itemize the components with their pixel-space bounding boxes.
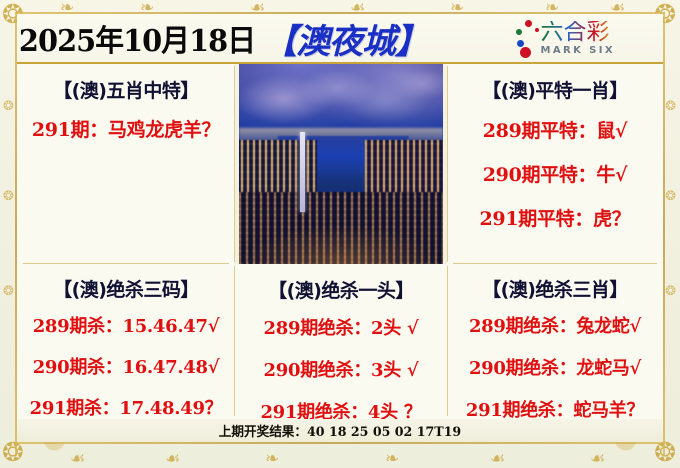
yitou-line-289: 289期绝杀：2头 √ <box>263 318 419 339</box>
panel-juesha-sanma: 【(澳)绝杀三码】 289期杀：15.46.47√ 290期杀：16.47.48… <box>17 264 235 419</box>
divider-left-horizontal <box>23 263 229 264</box>
wuxiao-line-291: 291期：马鸡龙虎羊？ <box>31 119 221 141</box>
panel-wuxiao-zhongte: 【(澳)五肖中特】 291期：马鸡龙虎羊？ <box>17 64 235 264</box>
logo-balls-icon <box>515 20 539 58</box>
mark-six-logo: 六合彩 MARK SIX <box>515 19 615 58</box>
panel-title-wuxiao: 【(澳)五肖中特】 <box>53 80 199 102</box>
divider-right-horizontal <box>453 263 657 264</box>
panel-title-sanma: 【(澳)绝杀三码】 <box>53 279 199 301</box>
frame-rule-top <box>15 12 665 14</box>
sanma-line-290: 290期杀：16.47.48√ <box>32 357 220 378</box>
panel-title-yitou: 【(澳)绝杀一头】 <box>268 280 414 302</box>
yitou-line-291: 291期绝杀：4头 ？ <box>260 402 422 423</box>
frame-rule-left <box>15 12 17 456</box>
issue-date: 2025年10月18日 <box>18 24 256 59</box>
logo-chinese-name: 六合彩 <box>540 19 610 45</box>
divider-vertical-left <box>234 266 235 416</box>
logo-english-name: MARK SIX <box>540 45 615 56</box>
logo-text: 六合彩 MARK SIX <box>540 19 615 57</box>
panel-pingte-yixiao: 【(澳)平特一肖】 289期平特：鼠√ 290期平特：牛√ 291期平特：虎？ <box>447 64 663 264</box>
sanxiao-line-290: 290期绝杀：龙蛇马√ <box>468 358 642 379</box>
pingte-line-290: 290期平特：牛√ <box>482 164 628 186</box>
panel-title-sanxiao: 【(澳)绝杀三肖】 <box>482 279 628 301</box>
sanxiao-line-289: 289期绝杀：兔龙蛇√ <box>468 316 642 337</box>
pingte-line-289: 289期平特：鼠√ <box>482 120 628 142</box>
panel-title-pingte: 【(澳)平特一肖】 <box>482 80 628 102</box>
poster-header: 2025年10月18日 【澳夜城】 六合彩 MARK SIX <box>17 14 663 64</box>
sanma-line-289: 289期杀：15.46.47√ <box>32 316 220 337</box>
divider-vertical-right-top <box>447 66 448 262</box>
frame-rule-bottom <box>15 442 665 444</box>
photo-city-foreground <box>239 192 443 264</box>
panels-grid: 【(澳)五肖中特】 291期：马鸡龙虎羊？ 【(澳)平特一肖】 289期平特：鼠… <box>17 64 663 423</box>
panel-juesha-sanxiao: 【(澳)绝杀三肖】 289期绝杀：兔龙蛇√ 290期绝杀：龙蛇马√ 291期绝杀… <box>447 264 663 421</box>
divider-vertical-right <box>447 266 448 416</box>
divider-vertical-left-top <box>234 66 235 262</box>
skyline-photo <box>239 64 443 264</box>
photo-tower <box>300 132 306 212</box>
last-draw-result: 上期开奖结果：40 18 25 05 02 17T19 <box>218 425 462 440</box>
sanxiao-line-291: 291期绝杀：蛇马羊？ <box>465 400 645 421</box>
sanma-line-291: 291期杀：17.48.49？ <box>29 398 223 419</box>
last-draw-result-bar: 上期开奖结果：40 18 25 05 02 17T19 <box>17 419 663 442</box>
page-title: 【澳夜城】 <box>263 21 429 62</box>
panel-juesha-yitou: 【(澳)绝杀一头】 289期绝杀：2头 √ 290期绝杀：3头 √ 291期绝杀… <box>235 264 447 423</box>
pingte-line-291: 291期平特：虎？ <box>479 208 631 230</box>
frame-rule-right <box>663 12 665 456</box>
photo-city-glow <box>239 172 443 264</box>
poster-content: 2025年10月18日 【澳夜城】 六合彩 MARK SIX <box>17 14 663 442</box>
yitou-line-290: 290期绝杀：3头 √ <box>263 360 419 381</box>
